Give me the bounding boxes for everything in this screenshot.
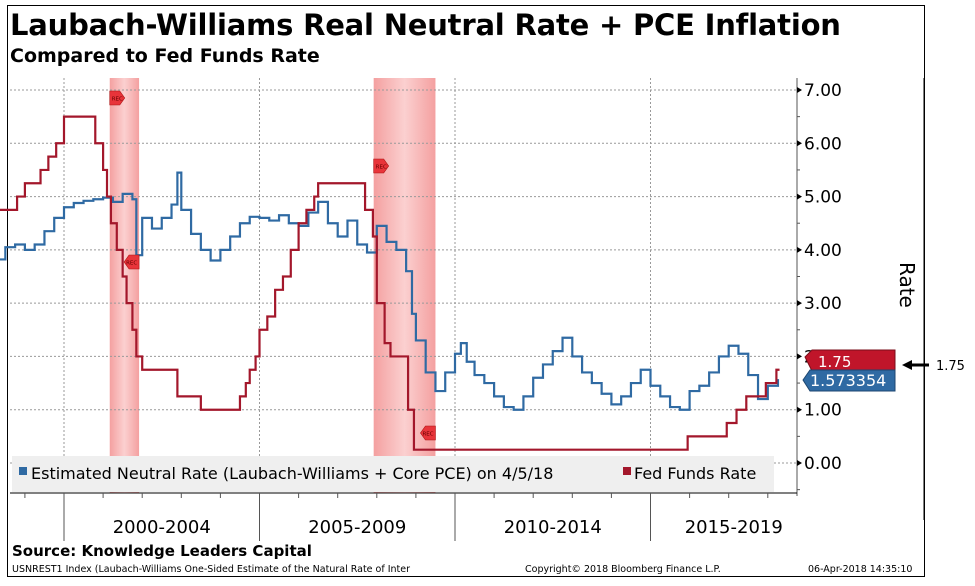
legend-label-fed-funds: Fed Funds Rate [634, 464, 756, 483]
y-tick-mark [797, 87, 802, 93]
fed-funds-last-value: 1.75 [818, 353, 851, 371]
y-tick-mark [797, 460, 802, 466]
y-tick-label: 1.00 [804, 401, 842, 421]
chart-subtitle: Compared to Fed Funds Rate [10, 45, 320, 67]
recession-band [109, 78, 140, 493]
legend-label-neutral-rate: Estimated Neutral Rate (Laubach-Williams… [31, 464, 553, 483]
recession-marker-label: REC [126, 261, 137, 267]
y-tick-mark [797, 193, 802, 200]
y-ticks: 0.001.002.003.004.005.006.007.00 [797, 81, 842, 491]
recession-marker-label: REC [112, 97, 123, 103]
recession-bands [109, 78, 436, 493]
y-tick-mark [797, 406, 802, 413]
y-tick-mark [797, 246, 802, 253]
recession-marker: REC [123, 254, 140, 270]
neutral-rate-last-value: 1.573354 [810, 371, 886, 390]
recession-band [373, 78, 436, 493]
x-period-label: 2000-2004 [113, 517, 211, 538]
fed-funds-line [0, 115, 780, 451]
y-tick-mark [797, 300, 802, 307]
legend-swatch-fed-funds [623, 467, 631, 475]
legend-swatch-neutral-rate [19, 467, 27, 475]
y-tick-label: 7.00 [804, 81, 842, 101]
chart-title: Laubach-Williams Real Neutral Rate + PCE… [10, 8, 841, 42]
y-tick-mark [797, 140, 802, 147]
x-period-label: 2015-2019 [685, 517, 783, 538]
x-ticks: 2000-2004 2005-2009 2010-2014 2015-2019 [24, 493, 783, 541]
recession-marker-label: REC [422, 432, 433, 438]
recession-marker: REC [109, 90, 126, 106]
neutral-rate-last-value-tag: 1.573354 [802, 369, 896, 392]
x-period-label: 2005-2009 [308, 517, 406, 538]
timestamp-text: 06-Apr-2018 14:35:10 [808, 564, 913, 575]
source-text: Source: Knowledge Leaders Capital [12, 542, 312, 560]
y-tick-label: 5.00 [804, 188, 842, 208]
x-period-label: 2010-2014 [504, 517, 602, 538]
y-tick-label: 0.00 [804, 454, 842, 474]
neutral-rate-line [0, 171, 780, 411]
recession-marker: REC [373, 158, 390, 174]
annotation-value: 1.75 [936, 359, 965, 374]
y-tick-label: 3.00 [804, 294, 842, 314]
fed-funds-last-value-tag: 1.75 [804, 349, 896, 372]
annotation-arrow: 1.75 [902, 359, 965, 374]
y-tick-label: 6.00 [804, 134, 842, 154]
y-tick-mark [797, 353, 802, 360]
recession-marker-label: REC [376, 165, 387, 171]
recession-marker: REC [420, 425, 436, 441]
legend-background [12, 456, 774, 492]
y-axis-label: Rate [895, 262, 919, 308]
recession-markers: REC REC REC REC [109, 90, 436, 441]
series-lines [0, 115, 780, 451]
copyright-text: Copyright© 2018 Bloomberg Finance L.P. [525, 564, 721, 575]
y-tick-label: 4.00 [804, 241, 842, 261]
index-description: USNREST1 Index (Laubach-Williams One-Sid… [12, 564, 411, 575]
